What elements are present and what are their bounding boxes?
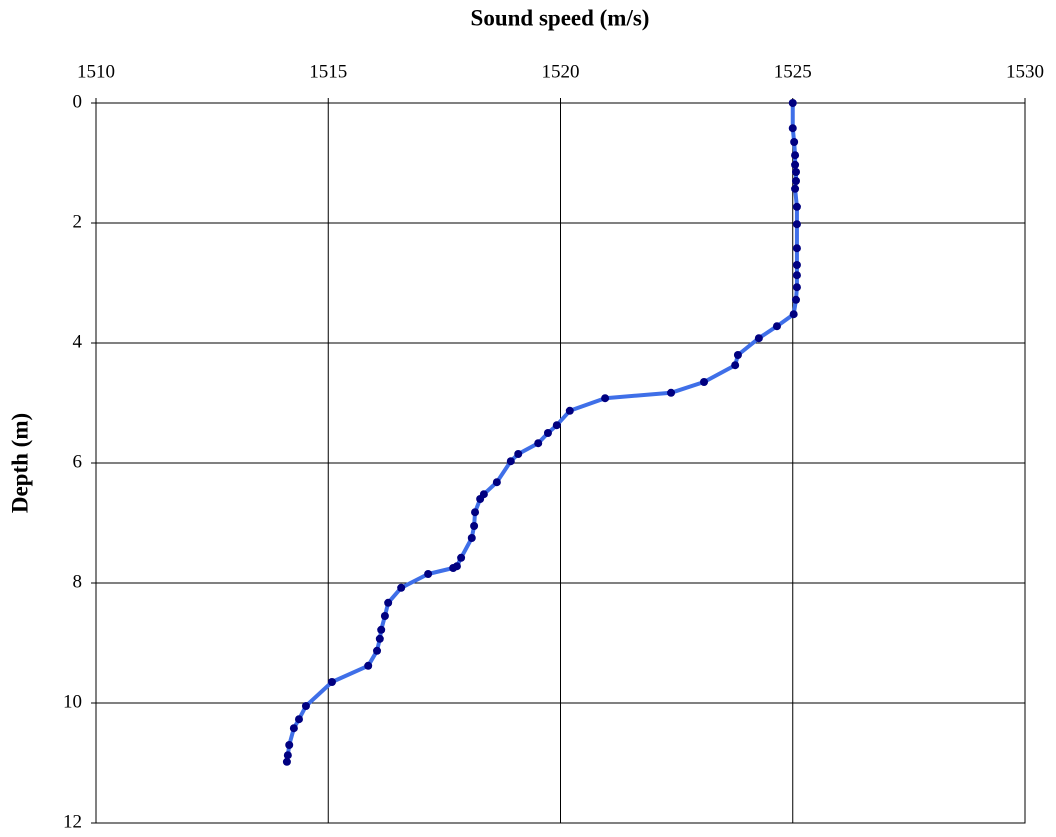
y-tick-label: 8: [73, 571, 83, 592]
x-tick-label: 1520: [542, 61, 580, 82]
data-point: [731, 361, 740, 370]
y-tick-label: 12: [63, 811, 82, 832]
data-point: [424, 570, 433, 578]
data-point: [789, 310, 798, 319]
data-point: [790, 138, 799, 146]
data-point: [377, 625, 386, 634]
data-point: [476, 495, 485, 503]
plot-frame: [95, 102, 1026, 824]
data-point: [792, 168, 801, 176]
data-point: [457, 553, 466, 562]
data-point: [449, 564, 458, 572]
x-tick-label: 1525: [774, 61, 812, 82]
data-point: [285, 741, 294, 749]
data-point: [792, 271, 801, 280]
data-point: [514, 450, 523, 458]
data-point: [754, 334, 763, 343]
y-tick-label: 10: [63, 691, 82, 712]
x-tick-label: 1515: [309, 61, 347, 82]
data-point: [282, 757, 291, 766]
y-tick-label: 4: [73, 331, 83, 352]
data-point: [565, 406, 574, 415]
data-point: [492, 478, 501, 487]
data-point: [301, 702, 310, 710]
data-point: [772, 322, 781, 331]
x-axis-title: Sound speed (m/s): [471, 5, 650, 30]
data-point: [289, 724, 298, 733]
data-point: [792, 177, 801, 185]
data-point: [601, 394, 610, 403]
data-point: [552, 421, 561, 430]
data-point: [380, 612, 389, 620]
data-point: [792, 283, 801, 292]
data-point: [384, 598, 393, 607]
data-point: [373, 646, 382, 655]
data-point: [294, 715, 303, 724]
data-point: [792, 220, 801, 229]
y-tick-label: 2: [73, 211, 83, 232]
data-point: [543, 429, 552, 437]
data-point: [327, 678, 336, 686]
data-point: [733, 351, 742, 359]
y-tick-label: 6: [73, 451, 83, 472]
data-point: [375, 634, 384, 643]
data-point: [283, 751, 292, 760]
y-tick-label: 0: [73, 91, 83, 112]
data-point: [667, 388, 676, 397]
x-tick-label: 1530: [1006, 61, 1044, 82]
data-point: [792, 244, 801, 253]
data-point: [470, 522, 479, 530]
data-point: [364, 661, 373, 670]
data-point: [791, 160, 800, 169]
data-point: [788, 99, 797, 107]
data-point: [792, 261, 801, 269]
y-axis-title: Depth (m): [7, 413, 32, 513]
data-point: [471, 508, 480, 517]
data-point: [506, 457, 515, 466]
data-point: [791, 151, 800, 160]
profile-line: [284, 101, 799, 764]
x-tick-label: 1510: [77, 61, 115, 82]
data-point: [467, 534, 476, 542]
data-point: [788, 124, 797, 133]
data-point: [534, 439, 543, 448]
data-point: [397, 583, 406, 592]
data-point: [791, 184, 800, 193]
data-point: [792, 202, 801, 211]
data-point: [792, 295, 801, 304]
data-point: [700, 378, 709, 386]
